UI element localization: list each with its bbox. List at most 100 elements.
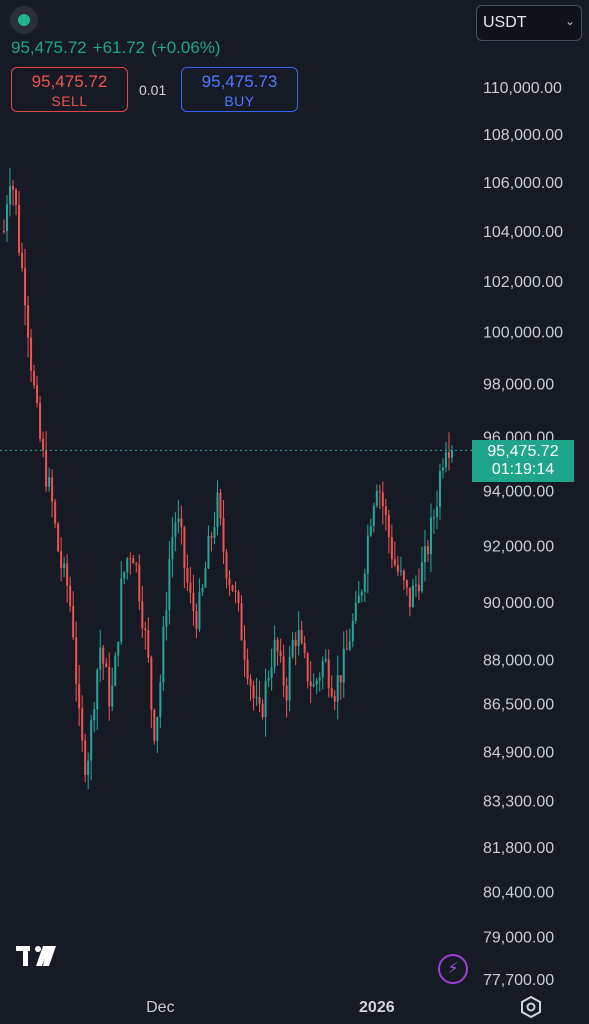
- candle-up: [99, 647, 102, 670]
- candle-up: [420, 562, 423, 592]
- candle-up: [399, 570, 402, 572]
- price-change: +61.72: [92, 38, 146, 57]
- candle-down: [45, 450, 48, 487]
- candle-up: [375, 491, 378, 506]
- candle-down: [81, 708, 84, 741]
- currency-value: USDT: [483, 14, 527, 31]
- tradingview-logo-icon[interactable]: [16, 944, 60, 968]
- buy-button[interactable]: 95,475.73 BUY: [181, 67, 298, 112]
- candle-down: [345, 648, 348, 650]
- candle-down: [231, 585, 234, 591]
- candle-down: [3, 230, 5, 232]
- candle-down: [249, 678, 252, 686]
- time-axis[interactable]: Dec 2026: [146, 999, 395, 1016]
- spread-value: 0.01: [139, 82, 167, 98]
- candle-down: [219, 492, 222, 519]
- candle-up: [429, 517, 432, 555]
- candle-down: [234, 590, 237, 592]
- currency-select[interactable]: USDT ⌄: [476, 5, 582, 41]
- candle-up: [201, 587, 204, 592]
- candle-down: [309, 681, 312, 687]
- candle-down: [108, 666, 111, 707]
- candle-up: [432, 517, 435, 519]
- candle-up: [93, 709, 96, 721]
- buy-label: BUY: [224, 93, 255, 109]
- candle-up: [291, 639, 294, 657]
- candle-down: [327, 659, 330, 688]
- price-tick-label: 104,000.00: [483, 224, 563, 241]
- candle-down: [252, 685, 255, 698]
- candle-down: [279, 651, 282, 657]
- candle-up: [204, 568, 207, 588]
- candle-up: [411, 585, 414, 608]
- candle-down: [303, 642, 306, 654]
- candle-up: [168, 559, 171, 611]
- candle-up: [48, 477, 51, 487]
- candle-up: [111, 685, 114, 707]
- candle-up: [444, 452, 447, 468]
- candle-up: [435, 506, 438, 518]
- candle-down: [21, 252, 24, 269]
- candle-down: [132, 558, 135, 564]
- candle-down: [408, 587, 411, 608]
- candle-down: [426, 546, 429, 555]
- candle-down: [222, 518, 225, 553]
- candle-down: [276, 639, 279, 652]
- candle-down: [243, 640, 246, 660]
- candle-up: [117, 641, 120, 656]
- flash-icon[interactable]: ⚡: [438, 954, 468, 984]
- candle-down: [258, 697, 261, 704]
- candle-down: [18, 204, 21, 253]
- candle-up: [451, 450, 453, 458]
- candle-up: [318, 677, 321, 681]
- candle-down: [51, 477, 54, 502]
- candle-down: [300, 629, 303, 643]
- time-tick-label: Dec: [146, 999, 174, 1016]
- sell-label: SELL: [51, 93, 88, 109]
- candle-up: [9, 186, 12, 205]
- time-tick-label: 2026: [359, 999, 395, 1016]
- candle-up: [288, 656, 291, 701]
- candle-up: [126, 558, 129, 573]
- status-dot-icon[interactable]: [10, 6, 38, 34]
- candle-down: [60, 551, 63, 569]
- candle-up: [159, 682, 162, 718]
- price-summary: 95,475.72 +61.72 (+0.06%): [11, 38, 227, 58]
- settings-hex-icon[interactable]: [519, 995, 543, 1019]
- candle-down: [189, 582, 192, 593]
- candle-down: [237, 591, 240, 604]
- candle-up: [120, 578, 123, 642]
- candle-up: [357, 595, 360, 604]
- candle-down: [192, 592, 195, 612]
- sell-button[interactable]: 95,475.72 SELL: [11, 67, 128, 112]
- candle-up: [366, 535, 369, 574]
- candle-up: [87, 760, 90, 776]
- candle-down: [33, 370, 36, 386]
- candle-up: [267, 677, 270, 681]
- candle-up: [312, 684, 315, 687]
- candle-up: [369, 525, 372, 536]
- candle-down: [285, 685, 288, 701]
- candle-up: [114, 655, 117, 686]
- candle-down: [282, 656, 285, 686]
- candle-up: [270, 667, 273, 678]
- candle-down: [129, 558, 132, 560]
- candle-down: [72, 606, 75, 638]
- candle-down: [36, 385, 39, 403]
- candle-up: [354, 603, 357, 621]
- candle-up: [156, 717, 159, 741]
- candle-up: [63, 563, 66, 569]
- price-tick-label: 110,000.00: [483, 80, 562, 97]
- candle-down: [54, 501, 57, 524]
- price-axis[interactable]: 110,000.00 108,000.00 106,000.00 104,000.00…: [483, 80, 563, 989]
- candle-down: [42, 438, 45, 451]
- candle-down: [405, 580, 408, 588]
- price-tick-label: 90,000.00: [483, 595, 554, 612]
- candle-down: [390, 537, 393, 560]
- candle-up: [297, 629, 300, 647]
- candle-down: [228, 578, 231, 586]
- price-tick-label: 88,000.00: [483, 653, 554, 670]
- candle-up: [324, 659, 327, 661]
- candle-down: [447, 452, 450, 458]
